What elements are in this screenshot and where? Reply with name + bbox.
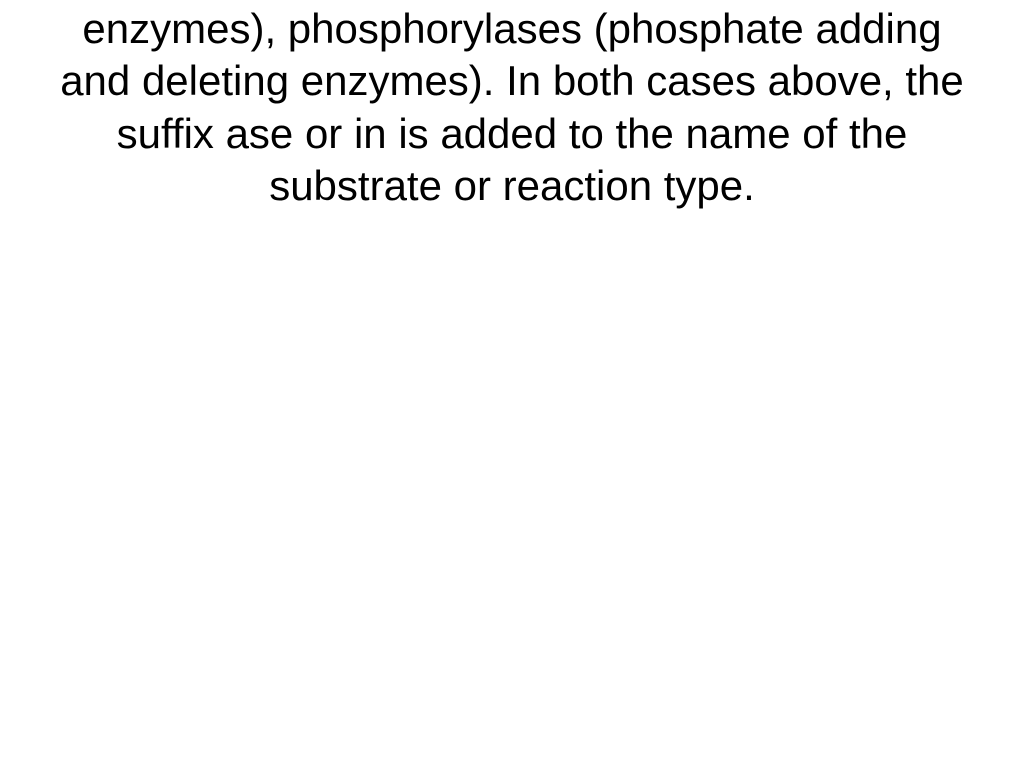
slide-body-text: enzymes), oxidases (oxidation reaction e… <box>50 0 974 213</box>
slide-container: enzymes), oxidases (oxidation reaction e… <box>0 0 1024 768</box>
